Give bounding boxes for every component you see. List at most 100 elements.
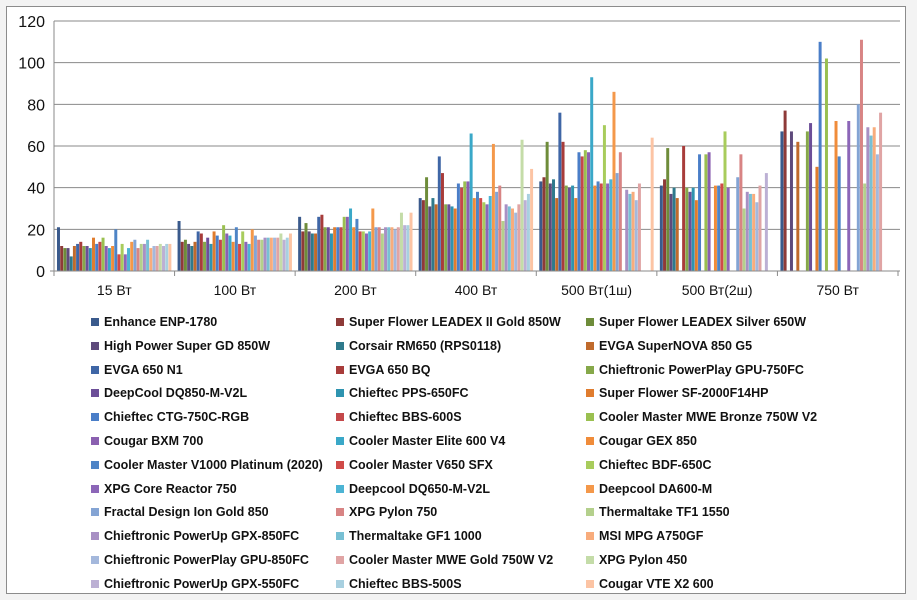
legend-item: Cooler Master V650 SFX [336,455,493,475]
bar [434,204,438,271]
legend-label: Cougar BXM 700 [104,434,204,448]
bar [82,246,86,271]
legend-swatch [586,318,594,326]
legend-swatch [91,508,99,517]
legend-label: High Power Super GD 850W [104,338,271,353]
bar [526,193,530,271]
legend-label: Super Flower LEADEX Silver 650W [599,315,807,329]
bar [834,121,838,271]
bar [269,237,273,271]
bar-chart: 0 20 40 60 80 100 120 15 Вт 100 Вт 200 Вт 400 Вт 5… [18,14,900,298]
bar [152,246,156,271]
bar [571,185,575,271]
legend-item: Super Flower SF-2000F14HP [586,383,769,403]
bar [542,177,546,271]
legend-swatch [586,365,594,374]
legend-swatch [91,341,99,350]
legend-swatch [336,460,344,469]
legend-label: Cooler Master V1000 Platinum (2020) [104,457,323,472]
bar [199,233,203,271]
bar [739,154,743,271]
bar [339,227,343,271]
x-tick-label: 100 Вт [214,282,257,298]
bar [599,183,603,271]
legend-label: EVGA SuperNOVA 850 G5 [599,338,753,353]
legend-label: Thermaltake GF1 1000 [349,529,482,544]
bar [726,187,730,271]
bar [517,204,521,271]
legend-label: Chieftec BBS-600S [349,410,462,425]
bar [98,241,102,271]
bar [669,193,673,271]
bar [539,181,543,271]
bar [403,225,407,271]
bar [317,216,321,271]
bar [349,208,353,271]
bar [282,239,286,271]
bar [482,202,486,271]
legend-swatch [336,484,344,493]
bar [742,208,746,271]
bar [856,104,860,271]
bar [863,183,867,271]
bar [364,233,368,271]
legend-label: EVGA 650 N1 [104,362,183,377]
legend-item: Cooler Master MWE Bronze 750W V2 [586,407,817,427]
legend-item: Chieftec BBS-600S [336,407,462,427]
legend-swatch [586,484,594,493]
y-tick-label: 0 [36,264,45,281]
bar [231,241,235,271]
legend-swatch [336,365,344,374]
bar [593,185,597,271]
bar [209,243,213,271]
bar [456,183,460,271]
bar [615,173,619,271]
bar [707,152,711,271]
legend-label: MSI MPG A750GF [599,529,704,544]
legend-label: XPG Pylon 450 [599,553,688,567]
bar [545,141,549,271]
y-tick-label: 60 [27,139,45,156]
bar [666,148,670,271]
bar [228,235,232,271]
bar [476,191,479,271]
bar [222,225,226,271]
bar [555,198,559,271]
bar [523,200,527,271]
legend-label: Enhance ENP-1780 [104,315,218,329]
legend-item: Cougar BXM 700 [91,431,203,451]
legend-swatch [586,579,594,588]
bar [879,112,883,271]
bar [479,198,483,271]
bar [371,208,375,271]
bar [437,156,441,271]
bar [101,237,105,271]
y-axis-ticks: 0 20 40 60 80 100 120 [18,14,45,281]
legend-item: Chieftronic PowerPlay GPU-850FC [91,550,309,570]
legend-item: XPG Pylon 450 [586,550,687,570]
bar [609,179,613,271]
bar [263,237,267,271]
bar [587,152,590,271]
bar [663,179,667,271]
bar [837,156,841,271]
bar [146,239,150,271]
bar [253,235,257,271]
legend-item: Super Flower LEADEX II Gold 850W [336,312,561,332]
legend-swatch [91,437,99,445]
legend-label: Fractal Design Ion Gold 850 [104,505,269,520]
bar [162,246,165,271]
bar [447,204,451,271]
bar [193,241,197,271]
bar [244,241,248,271]
bar [329,233,333,271]
bar [79,241,83,271]
bar [326,227,330,271]
bar [301,231,305,271]
bar [650,137,654,271]
legend-label: Cooler Master MWE Gold 750W V2 [349,553,554,567]
legend-item: Chieftec CTG-750C-RGB [91,407,249,427]
legend-swatch [336,341,344,350]
bar [612,91,616,271]
bar [764,173,768,271]
